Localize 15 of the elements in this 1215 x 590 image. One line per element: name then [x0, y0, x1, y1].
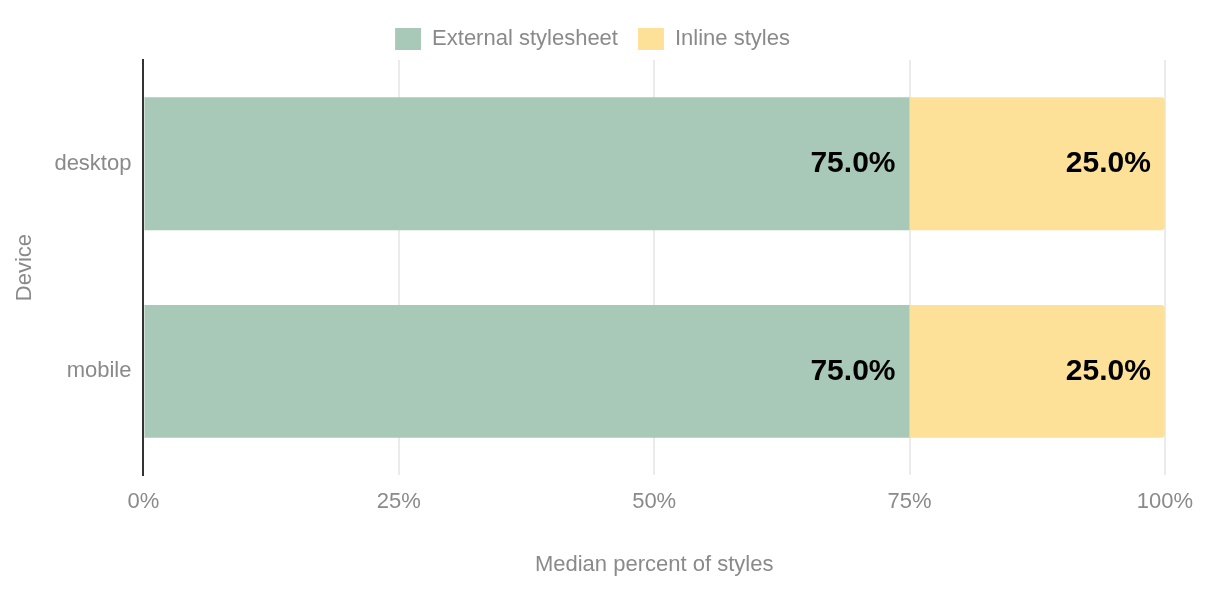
legend-label: Inline styles: [674, 25, 790, 51]
x-tick-label: 75%: [887, 488, 932, 514]
y-axis-title: Device: [11, 233, 37, 302]
x-axis-title: Median percent of styles: [534, 550, 774, 576]
data-label: 75.0%: [810, 352, 896, 386]
x-tick-label: 100%: [1136, 488, 1194, 514]
x-tick-label: 0%: [127, 488, 160, 514]
data-label: 25.0%: [1065, 352, 1151, 386]
x-tick-label: 50%: [632, 488, 677, 514]
y-tick-label: desktop: [54, 149, 132, 175]
x-tick-label: 25%: [376, 488, 421, 514]
data-label: 75.0%: [810, 145, 896, 179]
legend-label: External stylesheet: [432, 25, 618, 51]
data-label: 25.0%: [1065, 145, 1151, 179]
y-tick-label: mobile: [66, 357, 132, 383]
